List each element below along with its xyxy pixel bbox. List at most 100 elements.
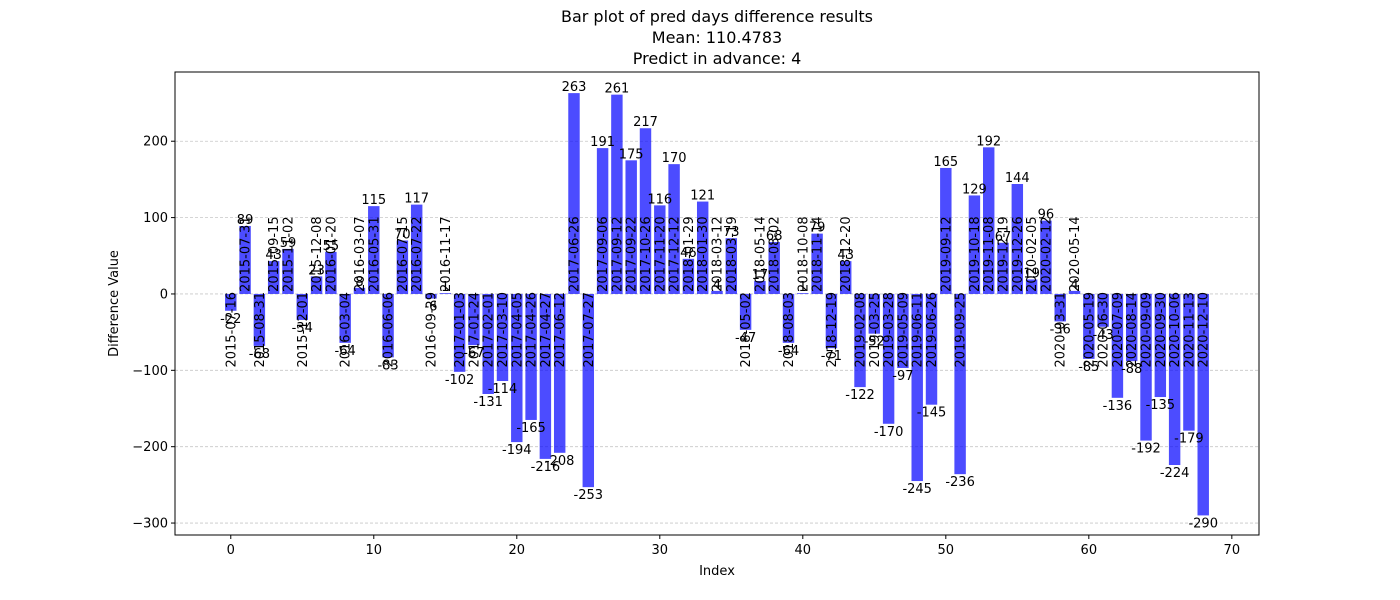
bar xyxy=(267,261,280,294)
bar xyxy=(1154,293,1167,398)
bar-date-label: 2017-12-12 xyxy=(668,216,683,292)
bar-date-label: 2015-08-31 xyxy=(253,292,268,368)
bar-date-label: 2015-07-31 xyxy=(239,216,254,292)
bar xyxy=(711,290,723,294)
bar-value-label: 129 xyxy=(962,182,987,197)
x-tick-label: 20 xyxy=(509,543,526,558)
bar-date-label: 2016-09-29 xyxy=(424,292,439,368)
bar-date-label: 2019-03-25 xyxy=(868,292,883,368)
bar xyxy=(225,293,237,311)
bar-value-label: 170 xyxy=(662,151,687,166)
bar-date-label: 2018-08-02 xyxy=(768,216,783,292)
bar-date-label: 2018-05-14 xyxy=(753,216,768,292)
bar-date-label: 2017-01-03 xyxy=(453,292,468,368)
bar-value-label: -85 xyxy=(1078,360,1099,375)
bar-value-label: -97 xyxy=(892,369,913,384)
bar-date-label: 2017-09-22 xyxy=(625,216,640,292)
bar-value-label: 67 xyxy=(995,230,1012,245)
bar-value-label: -245 xyxy=(902,482,932,497)
bar xyxy=(611,94,623,294)
bar xyxy=(568,93,580,294)
bar xyxy=(925,293,938,405)
bar xyxy=(1025,279,1038,294)
bar-date-label: 2017-10-26 xyxy=(639,216,654,292)
bar-date-label: 2020-08-14 xyxy=(1125,292,1140,368)
bar xyxy=(839,261,852,294)
bar-date-label: 2018-08-03 xyxy=(782,292,797,368)
bar xyxy=(782,293,795,343)
bar-value-label: -131 xyxy=(473,395,503,410)
bar-date-label: 2015-11-02 xyxy=(281,216,296,292)
bar-date-label: 2019-11-08 xyxy=(982,216,997,292)
bar-date-label: 2018-10-08 xyxy=(796,216,811,292)
bar-date-label: 2015-12-01 xyxy=(296,292,311,368)
bar-date-label: 2016-03-07 xyxy=(353,216,368,292)
bar xyxy=(868,293,881,334)
bar xyxy=(825,293,838,349)
bar-value-label: -170 xyxy=(874,425,904,440)
bar xyxy=(368,206,380,294)
bar-value-label: 116 xyxy=(647,192,672,207)
bar-date-label: 2020-06-30 xyxy=(1097,292,1112,368)
bar xyxy=(353,287,366,294)
bar-value-label: -135 xyxy=(1146,398,1176,413)
bar xyxy=(982,147,995,294)
bar-date-label: 2019-05-09 xyxy=(896,292,911,368)
bar xyxy=(696,201,709,294)
bar-date-label: 2019-09-12 xyxy=(939,216,954,292)
bar-value-label: -165 xyxy=(516,421,546,436)
bar xyxy=(525,293,537,420)
bar-date-label: 2019-03-28 xyxy=(882,292,897,368)
bar-value-label: 43 xyxy=(265,248,282,263)
bar xyxy=(1140,293,1152,441)
bar-date-label: 2020-03-31 xyxy=(1054,292,1069,368)
x-tick-label: 10 xyxy=(366,543,383,558)
bar-date-label: 2020-05-14 xyxy=(1068,216,1083,292)
bar-value-label: -36 xyxy=(1050,322,1071,337)
bar-value-label: -64 xyxy=(778,344,799,359)
bar xyxy=(1083,293,1095,359)
bar xyxy=(439,293,452,294)
bar-date-label: 2016-06-06 xyxy=(382,292,397,368)
bar xyxy=(1068,290,1081,294)
bar xyxy=(997,242,1009,294)
bar-value-label: 68 xyxy=(766,229,783,244)
bar-date-label: 2019-02-08 xyxy=(854,292,869,368)
bar-date-label: 2017-06-26 xyxy=(567,216,582,292)
bar-date-label: 2017-07-27 xyxy=(582,292,597,368)
bar-date-label: 2017-09-06 xyxy=(596,216,611,292)
bar-value-label: 46 xyxy=(680,246,697,261)
y-tick-label: −300 xyxy=(132,517,168,532)
bar-date-label: 2016-05-31 xyxy=(367,216,382,292)
bar-value-label: 73 xyxy=(723,225,740,240)
bar-date-label: 2020-09-30 xyxy=(1154,292,1169,368)
bar xyxy=(239,225,251,294)
bar-value-label: -68 xyxy=(249,347,270,362)
bar-value-label: 192 xyxy=(976,134,1001,149)
bar xyxy=(253,293,266,346)
grid-lines xyxy=(175,140,1259,524)
bar-value-label: -290 xyxy=(1188,516,1218,531)
bar-date-label: 2020-05-19 xyxy=(1082,292,1097,368)
bar xyxy=(739,293,752,330)
bar xyxy=(1040,220,1052,294)
bar-value-label: -52 xyxy=(864,335,885,350)
bar-date-label: 2016-07-22 xyxy=(410,216,425,292)
bar xyxy=(639,128,652,294)
bar-value-label: 1 xyxy=(441,280,449,295)
bar-value-label: -6 xyxy=(424,300,437,315)
x-tick-label: 30 xyxy=(652,543,669,558)
bar-value-label: 96 xyxy=(1038,208,1055,223)
bar-value-label: -179 xyxy=(1174,432,1204,447)
bar-date-label: 2019-09-25 xyxy=(954,292,969,368)
bar-value-label: 4 xyxy=(1070,278,1078,293)
bar-value-label: -88 xyxy=(1121,362,1142,377)
bar xyxy=(410,204,423,294)
bar-date-label: 2015-09-15 xyxy=(267,216,282,292)
bar xyxy=(596,148,609,294)
axis-ticks: −300 −200 −100 0 100 200 0 10 20 30 40 50 60 70 xyxy=(132,135,1240,558)
bar xyxy=(811,233,823,294)
bar xyxy=(725,238,738,294)
bar xyxy=(1126,293,1138,362)
